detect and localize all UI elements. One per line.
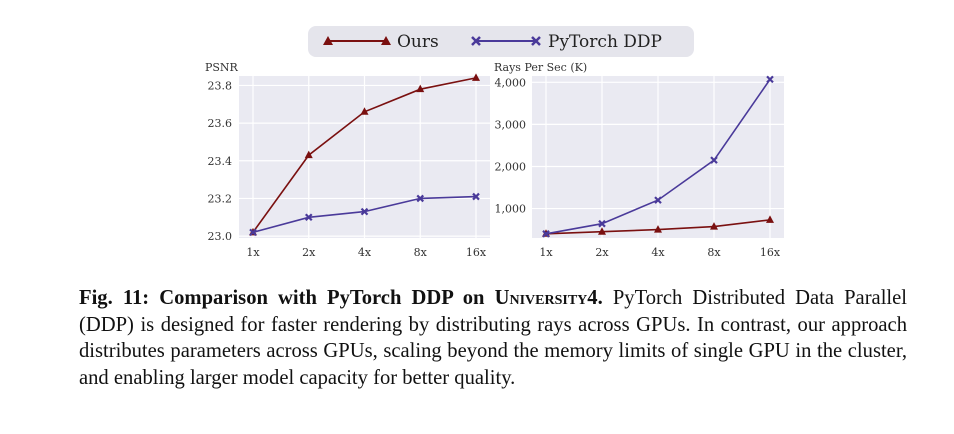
caption-title: Comparison with PyTorch DDP on bbox=[159, 287, 485, 309]
rays-x-tick-label: 8x bbox=[707, 246, 721, 259]
psnr-point-ours bbox=[416, 84, 425, 93]
psnr-point-ours bbox=[472, 73, 480, 81]
psnr-chart: PSNR 23.0 23.2 23.4 23.6 23.8 1x 2x 4x 8x 16x bbox=[205, 61, 490, 259]
legend-marker-ddp-a bbox=[471, 36, 481, 46]
psnr-point-ddp bbox=[472, 192, 480, 201]
psnr-axis-label: PSNR bbox=[205, 61, 239, 74]
rays-y-ticks: 1,000 2,000 3,000 4,000 bbox=[495, 76, 527, 215]
rays-x-tick-label: 4x bbox=[651, 246, 665, 259]
psnr-grid bbox=[239, 76, 490, 238]
legend-marker-ddp-b bbox=[531, 36, 541, 46]
rays-grid bbox=[532, 76, 784, 238]
rays-x-tick-label: 1x bbox=[539, 246, 553, 259]
rays-x-tick-label: 2x bbox=[595, 246, 609, 259]
psnr-x-tick-label: 16x bbox=[466, 246, 487, 259]
caption-fig-label: Fig. 11: bbox=[79, 287, 150, 309]
rays-y-tick-label: 4,000 bbox=[495, 76, 527, 89]
rays-point-ours bbox=[598, 227, 606, 235]
rays-axis-label: Rays Per Sec (K) bbox=[494, 61, 587, 74]
legend-marker-ours-a bbox=[323, 36, 333, 45]
rays-chart: Rays Per Sec (K) 1,000 2,000 3,000 4,000 1x… bbox=[494, 61, 784, 259]
caption-body: PyTorch Distributed Data Parallel (DDP) … bbox=[79, 287, 907, 389]
figure-caption: Fig. 11: Comparison with PyTorch DDP on … bbox=[79, 285, 907, 391]
psnr-x-tick-label: 2x bbox=[302, 246, 316, 259]
psnr-y-tick-label: 23.8 bbox=[208, 79, 233, 92]
psnr-point-ddp bbox=[360, 207, 369, 216]
rays-x-ticks: 1x 2x 4x 8x 16x bbox=[539, 246, 780, 259]
rays-y-tick-label: 1,000 bbox=[495, 203, 527, 216]
psnr-series bbox=[249, 73, 480, 237]
psnr-point-ours bbox=[360, 107, 369, 115]
legend: Ours PyTorch DDP bbox=[308, 26, 694, 57]
rays-y-tick-label: 3,000 bbox=[495, 118, 527, 131]
legend-entry-ours: Ours bbox=[323, 32, 439, 52]
rays-point-ddp bbox=[598, 219, 606, 228]
rays-series bbox=[542, 75, 774, 238]
rays-x-tick-label: 16x bbox=[760, 246, 781, 259]
caption-dataset: University4. bbox=[494, 287, 603, 309]
psnr-point-ddp bbox=[304, 213, 313, 222]
psnr-point-ddp bbox=[249, 228, 257, 237]
psnr-y-tick-label: 23.2 bbox=[208, 192, 233, 205]
psnr-x-ticks: 1x 2x 4x 8x 16x bbox=[246, 246, 486, 259]
legend-label-ours: Ours bbox=[397, 32, 439, 52]
psnr-point-ddp bbox=[416, 194, 425, 203]
legend-marker-ours-b bbox=[381, 36, 391, 45]
rays-point-ours bbox=[766, 215, 774, 223]
legend-label-ddp: PyTorch DDP bbox=[548, 32, 662, 52]
psnr-x-tick-label: 1x bbox=[246, 246, 260, 259]
rays-point-ddp bbox=[542, 230, 550, 238]
rays-y-tick-label: 2,000 bbox=[495, 160, 527, 173]
figure: Ours PyTorch DDP PSNR 23.023.223.423.623… bbox=[205, 26, 784, 259]
rays-point-ddp bbox=[766, 75, 774, 84]
psnr-x-tick-label: 8x bbox=[414, 246, 428, 259]
psnr-y-tick-label: 23.0 bbox=[208, 230, 233, 243]
rays-point-ours bbox=[654, 225, 662, 233]
psnr-point-ours bbox=[304, 150, 313, 159]
psnr-y-tick-label: 23.6 bbox=[208, 117, 233, 130]
rays-point-ddp bbox=[654, 196, 662, 204]
psnr-y-ticks: 23.0 23.2 23.4 23.6 23.8 bbox=[208, 79, 233, 243]
legend-entry-ddp: PyTorch DDP bbox=[471, 32, 662, 52]
psnr-x-tick-label: 4x bbox=[358, 246, 372, 259]
rays-point-ours bbox=[710, 222, 718, 230]
rays-point-ddp bbox=[710, 156, 718, 164]
psnr-y-tick-label: 23.4 bbox=[208, 155, 233, 168]
